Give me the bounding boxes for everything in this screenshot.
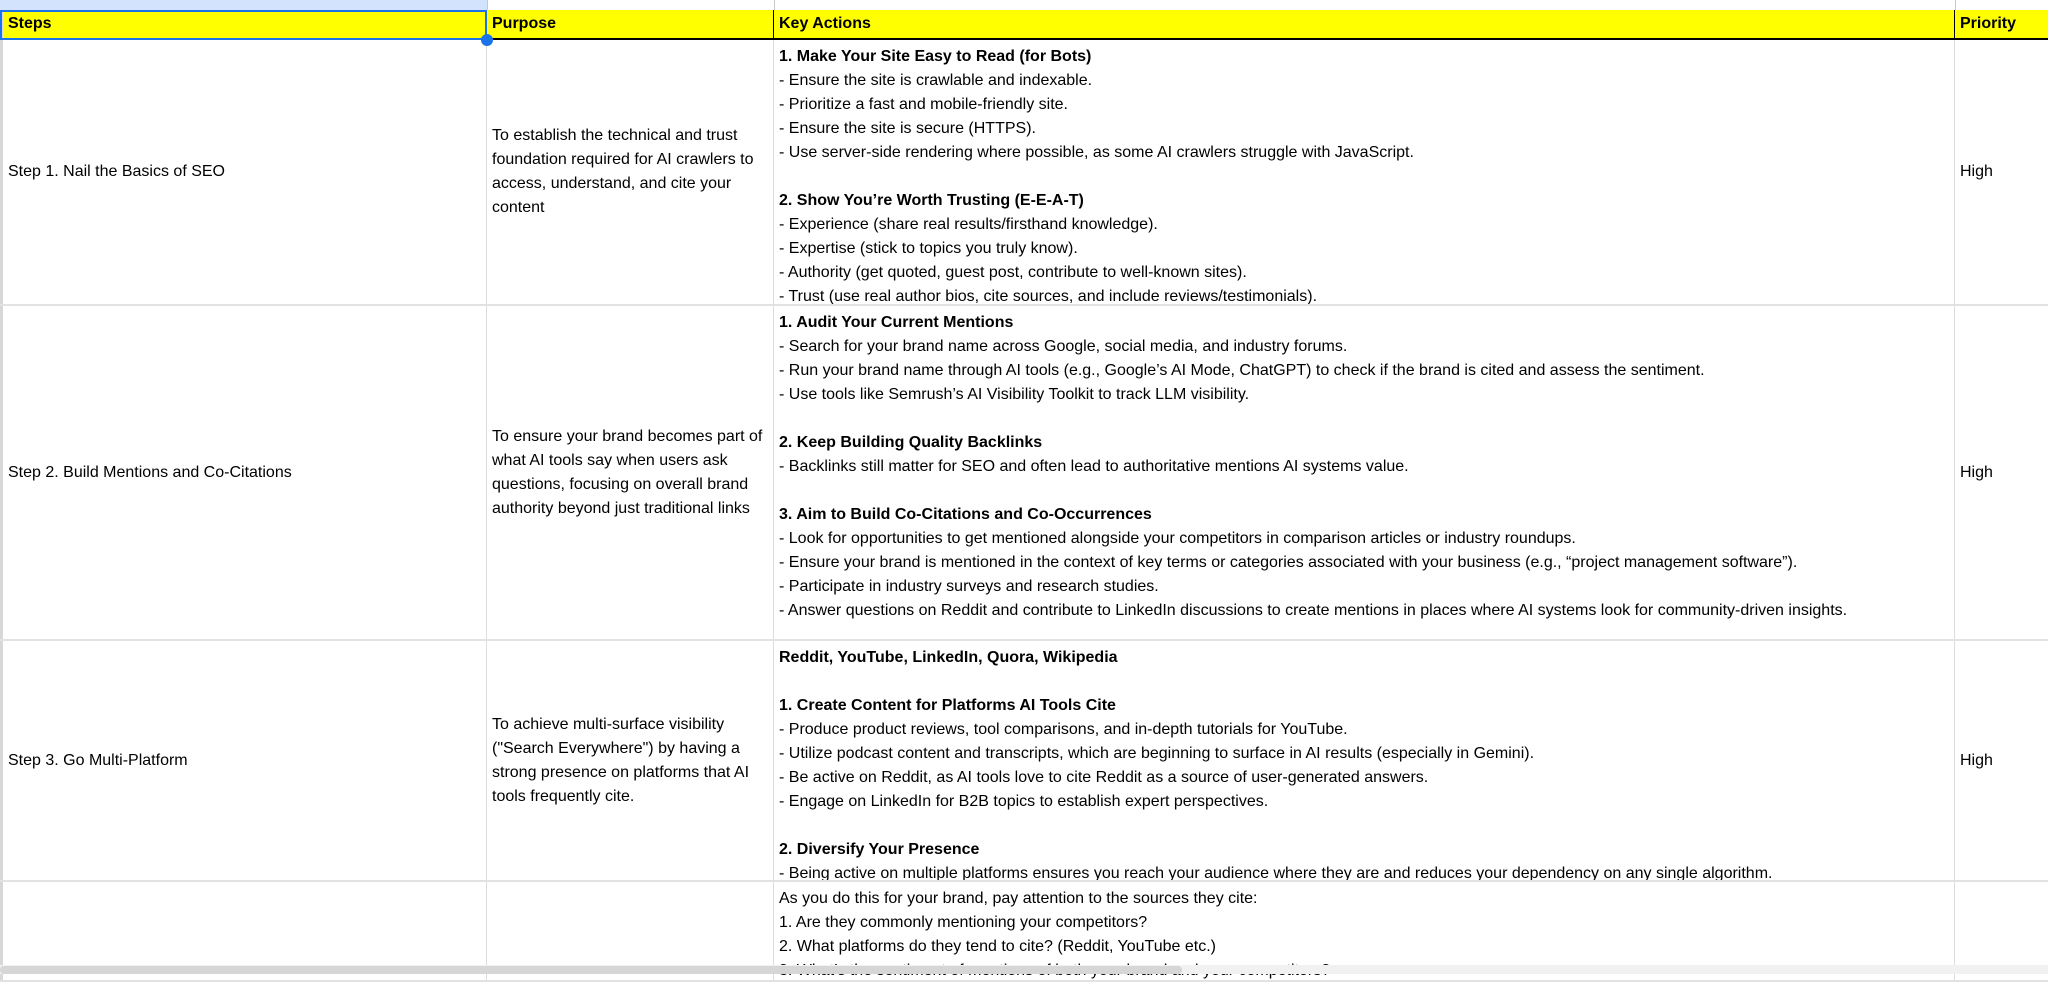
purpose-cell[interactable]: To ensure your brand becomes part of wha… [487, 306, 774, 639]
purpose-text: To achieve multi-surface visibility ("Se… [492, 715, 750, 805]
priority-text: High [1960, 163, 1993, 180]
header-label: Steps [8, 15, 52, 32]
step-cell[interactable]: Step 3. Go Multi-Platform [0, 641, 487, 880]
step-text: Step 3. Go Multi-Platform [8, 751, 188, 769]
priority-text: High [1960, 463, 1993, 481]
action-line [779, 814, 1949, 838]
header-label: Key Actions [779, 15, 871, 32]
purpose-cell[interactable]: To achieve multi-surface visibility ("Se… [487, 641, 774, 880]
priority-cell[interactable]: High [1955, 641, 2048, 880]
fill-handle[interactable] [481, 34, 493, 46]
action-heading: 2. Show You’re Worth Trusting (E-E-A-T) [779, 192, 1084, 209]
action-line: - Backlinks still matter for SEO and oft… [779, 458, 1409, 475]
horizontal-scrollbar[interactable] [0, 965, 2048, 974]
action-line: - Utilize podcast content and transcript… [779, 745, 1535, 762]
column-divider [1955, 0, 1956, 10]
action-line: - Ensure the site is secure (HTTPS). [779, 120, 1036, 137]
action-line: - Participate in industry surveys and re… [779, 578, 1159, 595]
table-row: Step 3. Go Multi-Platform To achieve mult… [0, 641, 2048, 882]
key-actions-cell[interactable]: Reddit, YouTube, LinkedIn, Quora, Wikipe… [774, 641, 1955, 880]
purpose-cell[interactable]: To establish the technical and trust fou… [487, 40, 774, 304]
action-heading: Reddit, YouTube, LinkedIn, Quora, Wikipe… [779, 649, 1118, 666]
action-line: 2. What platforms do they tend to cite? … [779, 938, 1216, 955]
action-line [779, 165, 1949, 189]
step-text: Step 2. Build Mentions and Co-Citations [8, 463, 292, 481]
action-line [779, 670, 1949, 694]
action-heading: 1. Create Content for Platforms AI Tools… [779, 697, 1116, 714]
action-line: - Engage on LinkedIn for B2B topics to e… [779, 793, 1269, 810]
purpose-text: To ensure your brand becomes part of wha… [492, 427, 763, 517]
selected-column-indicator [0, 0, 487, 10]
action-line: - Trust (use real author bios, cite sour… [779, 288, 1318, 304]
action-heading: 2. Keep Building Quality Backlinks [779, 434, 1043, 451]
action-line: - Use server-side rendering where possib… [779, 144, 1414, 161]
action-line: - Being active on multiple platforms ens… [779, 865, 1773, 880]
header-cell-key-actions[interactable]: Key Actions [774, 10, 1955, 38]
action-line: - Use tools like Semrush’s AI Visibility… [779, 386, 1250, 403]
priority-cell[interactable]: High [1955, 40, 2048, 304]
action-line: - Be active on Reddit, as AI tools love … [779, 769, 1429, 786]
column-divider [487, 0, 488, 10]
priority-text: High [1960, 751, 1993, 769]
priority-cell[interactable]: High [1955, 306, 2048, 639]
purpose-text: To establish the technical and trust fou… [492, 127, 754, 216]
action-line: - Prioritize a fast and mobile-friendly … [779, 96, 1068, 113]
table-row: Step 1. Nail the Basics of SEO To establi… [0, 40, 2048, 306]
action-line: - Ensure the site is crawlable and index… [779, 72, 1093, 89]
step-cell[interactable] [0, 882, 487, 980]
action-heading: 2. Diversify Your Presence [779, 841, 980, 858]
action-line: - Search for your brand name across Goog… [779, 338, 1348, 355]
action-line: - Expertise (stick to topics you truly k… [779, 240, 1078, 257]
key-actions-cell[interactable]: 1. Make Your Site Easy to Read (for Bots… [774, 40, 1955, 304]
key-actions-cell[interactable]: 1. Audit Your Current Mentions - Search f… [774, 306, 1955, 639]
action-line: - Experience (share real results/firstha… [779, 216, 1158, 233]
scrollbar-thumb[interactable] [0, 966, 1182, 974]
action-heading: 1. Make Your Site Easy to Read (for Bots… [779, 48, 1092, 65]
action-line: - Produce product reviews, tool comparis… [779, 721, 1348, 738]
header-row: Steps Purpose Key Actions Priority [0, 10, 2048, 40]
header-cell-priority[interactable]: Priority [1955, 10, 2048, 38]
step-cell[interactable]: Step 1. Nail the Basics of SEO [0, 40, 487, 304]
action-line: - Look for opportunities to get mentione… [779, 530, 1576, 547]
action-line: 1. Are they commonly mentioning your com… [779, 914, 1148, 931]
action-heading: 1. Audit Your Current Mentions [779, 314, 1014, 331]
action-line: - Answer questions on Reddit and contrib… [779, 602, 1848, 619]
header-label: Priority [1960, 15, 2017, 32]
action-heading: 3. Aim to Build Co-Citations and Co-Occu… [779, 506, 1152, 523]
action-line: - Ensure your brand is mentioned in the … [779, 554, 1798, 571]
header-cell-steps[interactable]: Steps [0, 10, 487, 38]
header-label: Purpose [492, 15, 557, 32]
header-cell-purpose[interactable]: Purpose [487, 10, 774, 38]
table-row: Step 2. Build Mentions and Co-Citations T… [0, 306, 2048, 641]
step-cell[interactable]: Step 2. Build Mentions and Co-Citations [0, 306, 487, 639]
column-divider [774, 0, 775, 10]
action-line [779, 479, 1949, 503]
purpose-cell[interactable] [487, 882, 774, 980]
action-line [779, 407, 1949, 431]
step-text: Step 1. Nail the Basics of SEO [8, 163, 225, 180]
action-line: - Authority (get quoted, guest post, con… [779, 264, 1247, 281]
action-line: As you do this for your brand, pay atten… [779, 890, 1258, 907]
action-line: - Run your brand name through AI tools (… [779, 362, 1705, 379]
